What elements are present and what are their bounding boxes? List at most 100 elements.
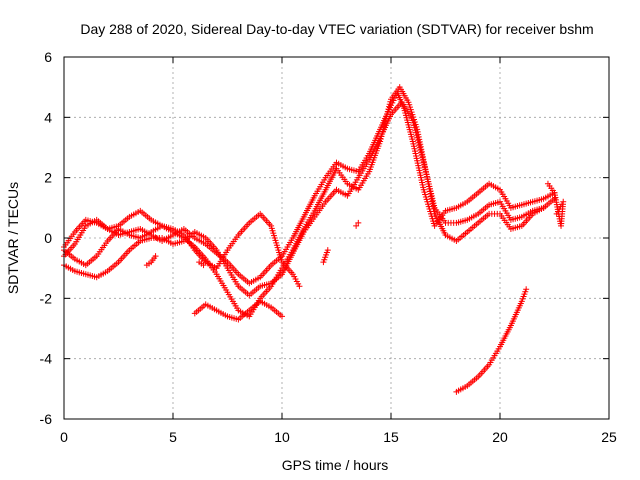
data-point [399, 86, 401, 88]
data-point [259, 300, 261, 302]
data-point [466, 201, 468, 203]
data-point [128, 216, 130, 218]
data-point [521, 216, 523, 218]
data-point [172, 228, 174, 230]
data-point [510, 228, 512, 230]
data-point [562, 201, 564, 203]
data-point [248, 282, 250, 284]
data-point [139, 237, 141, 239]
data-point [96, 276, 98, 278]
data-point [477, 192, 479, 194]
data-point [96, 222, 98, 224]
x-tick-label: 0 [60, 429, 68, 445]
data-point [259, 276, 261, 278]
data-point [259, 285, 261, 287]
data-point [455, 222, 457, 224]
y-tick-label: 4 [44, 109, 52, 125]
data-point [117, 228, 120, 230]
data-point [455, 391, 457, 393]
data-point [521, 204, 523, 206]
data-point [553, 198, 556, 200]
data-point [85, 273, 87, 275]
data-point [444, 234, 447, 236]
data-point [346, 168, 348, 170]
data-point [477, 213, 479, 215]
data-point [183, 228, 185, 230]
data-point [270, 282, 272, 284]
data-point [510, 219, 512, 221]
y-tick-label: 2 [44, 170, 52, 186]
data-point [74, 231, 76, 233]
data-point [434, 213, 436, 215]
data-point [434, 225, 436, 227]
x-tick-label: 25 [601, 429, 617, 445]
data-point [198, 261, 200, 263]
data-point [226, 291, 229, 293]
data-point [298, 285, 301, 287]
data-point [216, 249, 218, 251]
data-point [194, 249, 196, 251]
data-point [202, 264, 205, 266]
data-point [412, 119, 414, 121]
data-point [488, 364, 490, 366]
data-point [194, 237, 196, 239]
data-point [303, 231, 305, 233]
data-point [226, 315, 229, 318]
data-point [205, 303, 207, 305]
data-point [161, 237, 163, 239]
x-tick-label: 10 [274, 429, 290, 445]
data-point [390, 104, 392, 106]
x-tick-label: 5 [169, 429, 177, 445]
y-tick-label: 6 [44, 49, 52, 65]
data-point [346, 183, 348, 185]
series-track-6 [453, 286, 530, 395]
data-point [237, 273, 239, 275]
data-point [205, 261, 207, 263]
data-point [150, 261, 152, 263]
data-point [556, 213, 558, 215]
data-point [335, 168, 338, 170]
data-point [314, 216, 316, 218]
data-point [128, 249, 130, 251]
data-point [547, 183, 549, 185]
data-point [259, 213, 261, 215]
data-point [455, 240, 457, 242]
data-point [466, 219, 468, 221]
data-point [194, 231, 196, 233]
data-point [226, 261, 229, 263]
data-point [499, 189, 501, 191]
data-series [61, 84, 567, 395]
data-point [357, 171, 359, 173]
data-point [85, 219, 87, 221]
y-tick-label: -2 [40, 290, 53, 306]
data-point [226, 267, 229, 269]
data-point [117, 261, 120, 263]
series-markers [61, 90, 558, 287]
data-point [172, 243, 174, 245]
data-point [303, 216, 305, 218]
data-point [560, 225, 562, 227]
data-point [281, 255, 283, 257]
data-point [281, 273, 283, 275]
data-point [183, 240, 185, 242]
data-point [270, 306, 272, 308]
data-point [270, 225, 272, 227]
y-tick-label: -6 [40, 411, 53, 427]
data-point [357, 177, 359, 179]
data-point [327, 249, 329, 251]
data-point [292, 273, 294, 275]
data-point [281, 315, 283, 318]
data-point [139, 210, 141, 212]
data-point [466, 385, 468, 387]
data-point [335, 161, 338, 164]
series-track-7 [143, 180, 567, 269]
y-tick-label: 0 [44, 230, 52, 246]
data-point [325, 177, 327, 179]
data-point [270, 264, 272, 266]
data-point [183, 234, 185, 236]
data-point [161, 225, 163, 227]
data-point [292, 252, 294, 254]
chart-title: Day 288 of 2020, Sidereal Day-to-day VTE… [80, 21, 593, 37]
data-point [107, 240, 109, 242]
